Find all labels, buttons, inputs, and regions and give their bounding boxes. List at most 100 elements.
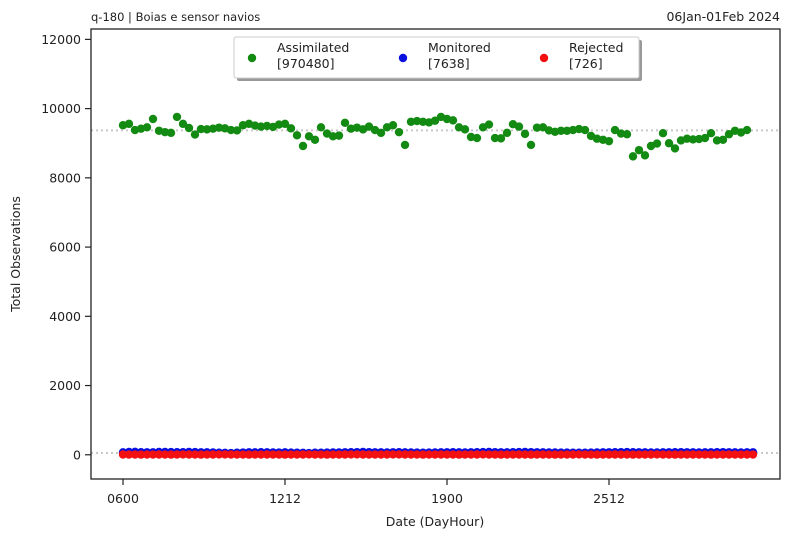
rejected-point bbox=[724, 450, 734, 459]
rejected-point bbox=[604, 450, 614, 459]
rejected-point bbox=[646, 450, 656, 459]
assimilated-point bbox=[124, 119, 134, 129]
rejected-point bbox=[682, 450, 692, 459]
rejected-point bbox=[694, 450, 704, 459]
assimilated-point bbox=[448, 116, 458, 125]
plot-frame bbox=[90, 28, 781, 480]
rejected-point bbox=[616, 450, 626, 459]
rejected-point bbox=[322, 450, 332, 459]
rejected-point bbox=[550, 450, 560, 459]
assimilated-point bbox=[628, 152, 638, 161]
rejected-point bbox=[136, 450, 146, 459]
rejected-point bbox=[436, 450, 446, 459]
rejected-point bbox=[238, 450, 248, 459]
rejected-point bbox=[628, 450, 638, 459]
rejected-point bbox=[448, 450, 458, 459]
assimilated-point bbox=[292, 131, 302, 140]
rejected-point bbox=[262, 450, 272, 459]
rejected-point bbox=[424, 450, 434, 459]
assimilated-point bbox=[340, 118, 350, 128]
rejected-point bbox=[742, 450, 752, 459]
y-tick-label: 2000 bbox=[49, 378, 81, 393]
rejected-point bbox=[250, 450, 260, 459]
assimilated-point bbox=[640, 151, 650, 160]
rejected-point bbox=[712, 450, 722, 459]
series-rejected bbox=[118, 450, 758, 459]
assimilated-point bbox=[388, 121, 398, 130]
rejected-point bbox=[406, 450, 416, 459]
assimilated-point bbox=[472, 133, 482, 143]
rejected-point bbox=[664, 450, 674, 459]
assimilated-point bbox=[556, 126, 566, 135]
y-tick-label: 10000 bbox=[41, 101, 81, 116]
series-assimilated bbox=[118, 112, 752, 161]
y-tick-label: 4000 bbox=[49, 309, 81, 324]
assimilated-point bbox=[190, 130, 200, 139]
assimilated-point bbox=[490, 133, 500, 143]
y-tick-label: 12000 bbox=[41, 32, 81, 47]
rejected-point bbox=[388, 450, 398, 459]
rejected-point bbox=[208, 450, 218, 459]
rejected-point bbox=[184, 450, 194, 459]
rejected-point bbox=[730, 450, 740, 459]
rejected-point bbox=[364, 450, 374, 459]
rejected-point bbox=[466, 450, 476, 459]
rejected-point bbox=[148, 450, 158, 459]
rejected-point bbox=[718, 450, 728, 459]
rejected-point bbox=[244, 450, 254, 459]
rejected-point bbox=[508, 450, 518, 459]
legend-count-assimilated: [970480] bbox=[277, 56, 334, 71]
rejected-point bbox=[202, 450, 212, 459]
rejected-point bbox=[688, 450, 698, 459]
legend-count-monitored: [7638] bbox=[428, 56, 470, 71]
rejected-point bbox=[268, 450, 278, 459]
rejected-point bbox=[256, 450, 266, 459]
assimilated-point bbox=[286, 124, 296, 133]
rejected-point bbox=[286, 450, 296, 459]
assimilated-point bbox=[430, 116, 440, 125]
assimilated-point bbox=[178, 119, 188, 129]
rejected-point bbox=[538, 450, 548, 459]
rejected-point bbox=[214, 450, 224, 459]
rejected-point bbox=[226, 450, 236, 459]
rejected-point bbox=[346, 450, 356, 459]
rejected-point bbox=[376, 450, 386, 459]
assimilated-point bbox=[700, 133, 710, 143]
legend-count-rejected: [726] bbox=[569, 56, 603, 71]
rejected-point bbox=[706, 450, 716, 459]
rejected-point bbox=[430, 450, 440, 459]
rejected-point bbox=[472, 450, 482, 459]
rejected-point bbox=[166, 450, 176, 459]
assimilated-point bbox=[652, 139, 662, 148]
rejected-point bbox=[568, 450, 578, 459]
rejected-point bbox=[652, 450, 662, 459]
rejected-point bbox=[562, 450, 572, 459]
rejected-point bbox=[142, 450, 152, 459]
rejected-point bbox=[586, 450, 596, 459]
rejected-point bbox=[478, 450, 488, 459]
assimilated-point bbox=[670, 144, 680, 153]
assimilated-point bbox=[514, 122, 524, 131]
rejected-point bbox=[490, 450, 500, 459]
assimilated-point bbox=[166, 128, 176, 138]
rejected-point bbox=[622, 450, 632, 459]
x-axis-label: Date (DayHour) bbox=[386, 514, 484, 529]
rejected-point bbox=[118, 450, 128, 459]
rejected-point bbox=[670, 450, 680, 459]
legend-label-monitored: Monitored bbox=[428, 40, 491, 55]
rejected-point bbox=[460, 450, 470, 459]
rejected-point bbox=[130, 450, 140, 459]
assimilated-point bbox=[658, 128, 668, 138]
assimilated-point bbox=[316, 123, 326, 132]
assimilated-point bbox=[376, 128, 386, 138]
assimilated-point bbox=[520, 129, 530, 139]
assimilated-point bbox=[232, 126, 242, 135]
assimilated-point bbox=[496, 134, 506, 143]
assimilated-point bbox=[280, 119, 290, 129]
assimilated-point bbox=[394, 127, 404, 137]
chart-title-right: 06Jan-01Feb 2024 bbox=[666, 9, 780, 24]
rejected-point bbox=[700, 450, 710, 459]
rejected-point bbox=[178, 450, 188, 459]
assimilated-point bbox=[400, 140, 410, 150]
